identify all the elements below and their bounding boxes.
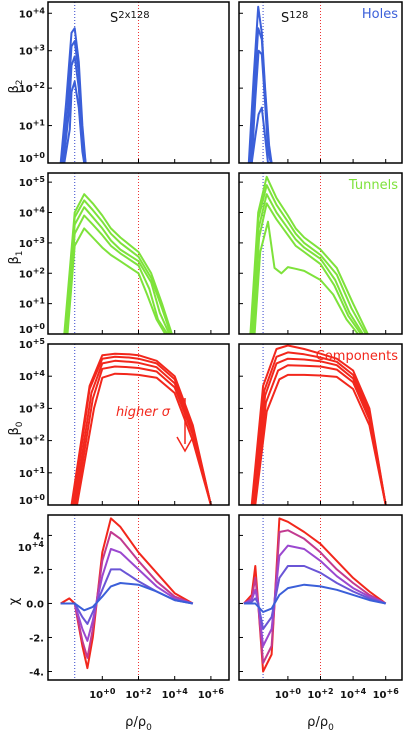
y-tick-label: 0.0: [26, 599, 44, 610]
series-line-4: [76, 372, 212, 505]
series-line-0: [63, 193, 173, 334]
annotation-text: higher σ: [116, 405, 171, 420]
series-group: [59, 27, 87, 163]
series-line-4: [254, 373, 387, 505]
y-tick-label: 10+1: [19, 297, 46, 311]
series-line-4: [60, 582, 193, 612]
series-line-3: [243, 565, 386, 630]
series-line-1: [64, 199, 172, 334]
x-tick-label: 10+2: [125, 687, 151, 701]
series-line-1: [72, 355, 212, 505]
panel-beta0-right: Components: [238, 343, 403, 506]
legend-label: Holes: [362, 7, 398, 22]
series-group: [249, 175, 369, 334]
system-label: S2x128: [110, 10, 150, 26]
x-axis-title: ρ/ρ0: [307, 715, 334, 733]
legend-label: Tunnels: [348, 178, 398, 193]
series-line-2: [251, 193, 364, 334]
series-line-1: [60, 531, 194, 659]
series-line-3: [252, 202, 362, 334]
series-line-2: [243, 544, 387, 647]
series-line-2: [252, 357, 387, 505]
y-tick-label: 10+2: [19, 81, 45, 95]
y-tick-label: 4.: [33, 531, 44, 542]
series-line-4: [66, 227, 167, 334]
y-axis-title: β2: [7, 79, 25, 93]
y-tick-label: 10+0: [19, 151, 46, 165]
series-line-2: [73, 359, 212, 505]
y-tick-label: 10+5: [19, 337, 46, 351]
x-tick-label: 10+2: [307, 687, 333, 701]
y-tick-label: 10+0: [19, 322, 46, 336]
panel-beta2-right: S128 Holes: [238, 1, 403, 164]
panel-chi-left: 4. 2. 0.0 -2. -4. χ 10+4 10+0 10+2 10+4 10+6 ρ/ρ0: [7, 514, 230, 733]
y-axis-title: χ: [7, 597, 22, 605]
series-group: [243, 517, 387, 673]
y-multiplier: 10+4: [18, 540, 45, 554]
series-line-1: [249, 27, 273, 163]
y-tick-label: 10+4: [19, 6, 46, 20]
y-tick-label: 10+3: [19, 236, 45, 250]
series-line-3: [250, 106, 270, 163]
series-line-3: [65, 214, 169, 334]
y-tick-label: -2.: [29, 633, 44, 644]
y-tick-label: 10+4: [19, 369, 46, 383]
series-line-1: [250, 184, 367, 334]
y-tick-label: 2.: [33, 565, 44, 576]
y-tick-label: 10+3: [19, 401, 45, 415]
panel-beta2-left: 10+0 10+1 10+2 10+3 10+4 β2 S2x128: [7, 1, 230, 165]
x-axis-title: ρ/ρ0: [125, 715, 152, 733]
series-line-0: [249, 175, 369, 334]
series-line-2: [60, 548, 194, 642]
y-tick-label: 10+2: [19, 266, 45, 280]
panel-beta0-left: 10+0 10+1 10+2 10+3 10+4 10+5 β0 higher σ: [7, 337, 230, 507]
series-group: [250, 344, 387, 505]
x-tick-label: 10+6: [373, 687, 400, 701]
series-group: [60, 517, 194, 670]
series-line-3: [253, 364, 387, 505]
y-tick-label: -4.: [29, 667, 44, 678]
panel-beta1-right: Tunnels: [238, 172, 403, 335]
series-line-2: [65, 206, 171, 334]
y-axis-title: β1: [7, 250, 25, 264]
x-tick-label: 10+6: [198, 687, 225, 701]
series-line-1: [251, 351, 387, 505]
legend-label: Components: [316, 349, 398, 364]
y-axis-title: β0: [7, 421, 25, 435]
panel-chi-right: 10+0 10+2 10+4 10+6 ρ/ρ0: [238, 514, 403, 733]
y-tick-label: 10+2: [19, 434, 45, 448]
annotation-arrowhead: [176, 436, 194, 453]
y-tick-label: 10+5: [19, 175, 46, 189]
series-group: [247, 5, 273, 163]
y-tick-label: 10+0: [19, 493, 46, 507]
x-tick-label: 10+0: [89, 687, 116, 701]
y-tick-label: 10+4: [19, 206, 46, 220]
y-tick-label: 10+3: [19, 44, 45, 58]
series-line-3: [74, 365, 212, 505]
x-tick-label: 10+4: [340, 687, 367, 701]
series-line-0: [243, 517, 387, 673]
series-line-1: [243, 529, 387, 664]
series-line-0: [60, 517, 194, 670]
series-group: [70, 352, 212, 505]
series-line-3: [63, 80, 86, 163]
x-tick-label: 10+0: [275, 687, 302, 701]
system-label: S128: [281, 10, 308, 26]
series-line-0: [250, 344, 387, 505]
panel-beta1-left: 10+0 10+1 10+2 10+3 10+4 10+5 β1: [7, 172, 230, 336]
series-line-2: [250, 49, 272, 163]
series-line-4: [253, 220, 359, 334]
series-line-4: [243, 583, 386, 613]
series-group: [63, 193, 173, 334]
y-tick-label: 10+1: [19, 466, 46, 480]
x-tick-label: 10+4: [162, 687, 189, 701]
y-tick-label: 10+1: [19, 119, 46, 133]
